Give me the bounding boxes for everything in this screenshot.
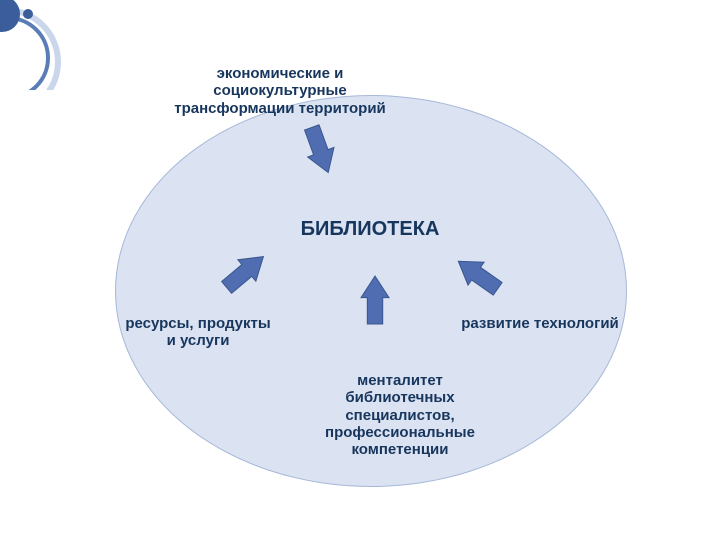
label-right: развитие технологий — [410, 315, 670, 332]
label-left: ресурсы, продукты и услуги — [68, 315, 328, 350]
diagram-canvas: БИБЛИОТЕКА экономические и социокультурн… — [0, 0, 720, 540]
label-top: экономические и социокультурные трансфор… — [150, 65, 410, 117]
arrow-bottom — [355, 270, 395, 330]
label-bottom: менталитет библиотечных специалистов, пр… — [270, 372, 530, 458]
corner-decoration — [0, 0, 70, 90]
center-label: БИБЛИОТЕКА — [270, 218, 470, 241]
corner-svg — [0, 0, 70, 90]
